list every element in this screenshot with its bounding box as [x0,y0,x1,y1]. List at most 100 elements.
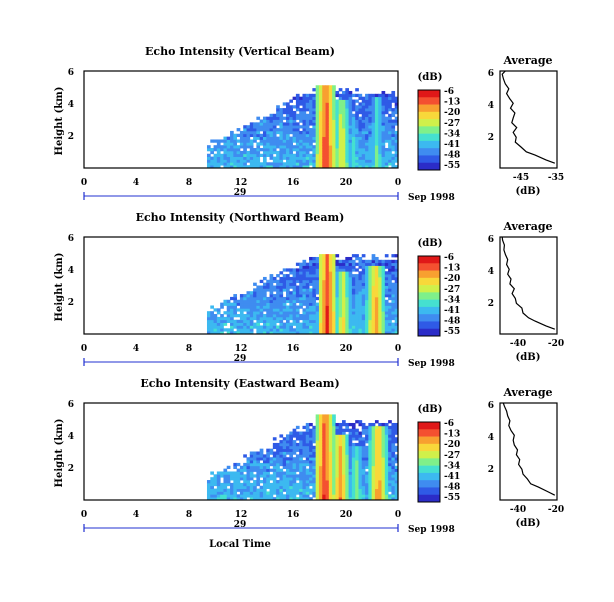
heatmap-cell [338,428,343,432]
heatmap-cell [345,299,349,304]
heatmap-cell [365,491,369,495]
heatmap-cell [322,265,326,269]
heatmap-cell [338,305,343,309]
heatmap-cell [266,136,270,140]
heatmap-cell [338,296,343,301]
heatmap-cell [368,156,373,160]
heatmap-cell [262,322,267,326]
heatmap-cell [276,110,280,115]
heatmap-cell [355,316,359,321]
heatmap-cell [272,451,277,455]
heatmap-cell [249,159,254,163]
heatmap-cell [295,460,300,464]
heatmap-cell [358,271,363,275]
heatmap-cell [381,440,386,444]
heatmap-cell [318,285,323,289]
heatmap-cell [239,305,244,309]
heatmap-cell [292,331,297,335]
heatmap-cell [358,130,363,135]
heatmap-cell [394,288,399,292]
heatmap-cell [315,130,320,135]
heatmap-cell [226,328,231,332]
heatmap-cell [345,468,349,472]
heatmap-cell [325,494,330,498]
heatmap-cell [378,474,382,478]
profile-x-tick: -35 [548,173,564,183]
heatmap-cell [342,93,346,98]
heatmap-cell [322,142,326,146]
heatmap-cell [266,119,270,123]
heatmap-cell [358,497,363,501]
heatmap-cell [286,328,290,332]
heatmap-cell [338,288,343,292]
heatmap-cell [309,294,313,298]
heatmap-cell [305,285,310,289]
heatmap-cell [358,422,363,427]
heatmap-cell [368,153,373,157]
heatmap-cell [292,480,297,484]
heatmap-cell [355,328,359,332]
heatmap-cell [391,331,396,335]
heatmap-cell [361,328,366,332]
heatmap-cell [345,165,349,169]
heatmap-cell [259,457,264,461]
heatmap-cell [342,299,346,304]
heatmap-cell [355,133,359,138]
heatmap-cell [239,322,244,326]
heatmap-cell [328,102,333,106]
heatmap-cell [315,162,320,166]
heatmap-cell [342,276,346,281]
heatmap-cell [332,159,336,163]
heatmap-cell [253,451,257,455]
heatmap-cell [289,279,294,284]
heatmap-cell [355,122,359,126]
heatmap-cell [374,102,379,106]
heatmap-cell [299,125,303,129]
heatmap-cell [322,454,326,458]
heatmap-cell [335,128,340,132]
heatmap-cell [279,305,284,309]
heatmap-cell [328,311,333,315]
heatmap-cell [345,262,349,266]
heatmap-cell [361,302,366,306]
heatmap-cell [253,305,257,309]
x-tick-label: 8 [186,178,192,188]
heatmap-cell [299,480,303,484]
heatmap-cell [309,102,313,106]
heatmap-cell [299,136,303,140]
heatmap-cell [322,316,326,321]
heatmap-cell [348,328,353,332]
heatmap-cell [262,328,267,332]
heatmap-cell [292,96,297,100]
heatmap-cell [289,122,294,126]
heatmap-cell [361,136,366,140]
heatmap-cell [365,425,369,430]
heatmap-cell [226,162,231,166]
x-tick-label: 4 [133,510,139,520]
heatmap-cell [378,480,382,484]
heatmap-cell [318,460,323,464]
heatmap-cell [312,276,317,281]
heatmap-cell [351,288,356,292]
heatmap-cell [374,316,379,321]
heatmap-cell [325,133,330,138]
heatmap-cell [266,491,270,495]
heatmap-cell [325,128,330,132]
heatmap-cell [371,314,376,318]
heatmap-cell [312,316,317,321]
heatmap-cell [289,299,294,304]
heatmap-cell [246,468,251,472]
heatmap-cell [302,325,307,329]
heatmap-cell [391,130,396,135]
heatmap-cell [315,291,320,295]
heatmap-cell [361,308,366,312]
heatmap-cell [361,274,366,278]
heatmap-cell [342,454,346,458]
heatmap-cell [348,159,353,163]
heatmap-cell [371,465,376,470]
colorbar-swatch [418,465,440,474]
heatmap-cell [230,136,234,140]
heatmap-cell [233,471,238,475]
heatmap-cell [318,485,323,489]
heatmap-cell [279,308,284,312]
